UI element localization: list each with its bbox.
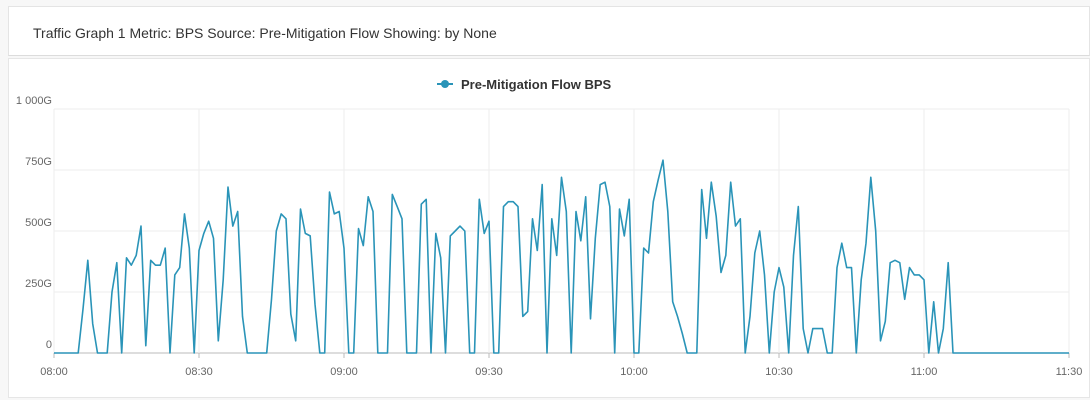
x-tick-label: 08:00 <box>40 366 68 378</box>
chart-title: Traffic Graph 1 Metric: BPS Source: Pre-… <box>33 25 497 41</box>
x-tick-label: 11:00 <box>911 366 938 378</box>
x-tick-label: 08:30 <box>185 366 213 378</box>
series-line <box>54 159 1069 354</box>
y-tick-label: 500G <box>25 217 52 229</box>
y-tick-label: 250G <box>25 278 52 290</box>
chart-header: Traffic Graph 1 Metric: BPS Source: Pre-… <box>8 6 1090 56</box>
x-tick-label: 11:30 <box>1056 366 1083 378</box>
y-tick-label: 1 000G <box>16 95 52 107</box>
y-tick-label: 750G <box>25 156 52 168</box>
traffic-chart: 0 250G 500G 750G 1 000G 08:00 08:30 09:00 09:30 1… <box>16 77 1083 378</box>
legend-label: Pre-Mitigation Flow BPS <box>461 77 612 92</box>
x-tick-label: 09:00 <box>330 366 358 378</box>
legend-marker <box>441 80 449 88</box>
x-tick-label: 09:30 <box>475 366 503 378</box>
chart-panel: 0 250G 500G 750G 1 000G 08:00 08:30 09:00 09:30 1… <box>8 58 1090 398</box>
x-tick-label: 10:00 <box>620 366 648 378</box>
y-tick-label: 0 <box>46 339 52 351</box>
x-tick-label: 10:30 <box>765 366 793 378</box>
